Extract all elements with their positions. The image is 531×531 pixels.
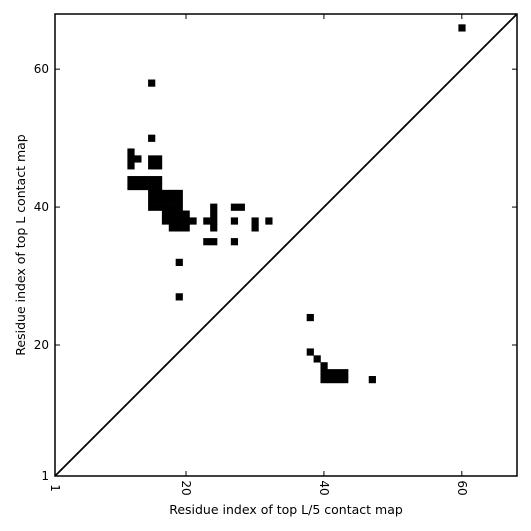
contact-cell (168, 224, 176, 232)
contact-cell (237, 203, 245, 211)
contact-cell (251, 217, 259, 225)
contact-cell (327, 376, 335, 384)
y-axis-label: Residue index of top L contact map (13, 134, 28, 355)
contact-cell (161, 203, 170, 211)
contact-cell (210, 217, 218, 225)
contact-cell (154, 155, 163, 163)
contact-cell (154, 189, 163, 198)
contact-cell (141, 176, 149, 184)
contact-cell (127, 155, 135, 163)
contact-cell (168, 203, 176, 211)
contact-cell (334, 376, 342, 384)
contact-cell (161, 189, 170, 198)
x-tick-label: 20 (179, 480, 193, 495)
contact-cell (306, 313, 314, 322)
x-axis-label: Residue index of top L/5 contact map (169, 502, 403, 517)
contact-cell (168, 210, 176, 218)
contact-cell (306, 348, 314, 356)
y-tick-label: 20 (34, 338, 49, 352)
contact-cell (175, 196, 183, 204)
contact-cell (148, 155, 156, 163)
contact-cell (148, 196, 156, 204)
contact-cell (161, 217, 170, 225)
contact-cell (175, 224, 183, 232)
contact-cell (175, 293, 183, 301)
contact-cell (210, 203, 218, 211)
contact-cell (134, 176, 142, 184)
contact-cell (127, 162, 135, 170)
contact-cell (265, 217, 273, 225)
contact-cell (327, 369, 335, 377)
contact-cell (210, 224, 218, 232)
contact-cell (134, 155, 142, 163)
contact-cells (127, 24, 466, 384)
contact-cell (251, 224, 259, 232)
contact-cell (154, 162, 163, 170)
contact-cell (148, 203, 156, 211)
contact-cell (210, 238, 218, 246)
contact-cell (182, 210, 190, 218)
contact-cell (182, 224, 190, 232)
contact-cell (154, 196, 163, 204)
contact-cell (168, 217, 176, 225)
contact-cell (334, 369, 342, 377)
contact-cell (148, 176, 156, 184)
contact-cell (148, 79, 156, 87)
contact-cell (168, 196, 176, 204)
contact-cell (175, 189, 183, 198)
contact-cell (313, 355, 321, 363)
contact-cell (189, 217, 197, 225)
contact-cell (127, 148, 135, 156)
contact-cell (148, 162, 156, 170)
y-tick-label: 60 (34, 62, 49, 76)
contact-cell (127, 182, 135, 191)
contact-cell (341, 376, 349, 384)
contact-cell (175, 203, 183, 211)
contact-cell (134, 182, 142, 191)
contact-cell (458, 24, 466, 32)
x-tick-label: 60 (455, 480, 469, 495)
contact-cell (127, 176, 135, 184)
contact-cell (175, 210, 183, 218)
contact-cell (154, 203, 163, 211)
contact-cell (154, 176, 163, 184)
contact-cell (161, 210, 170, 218)
contact-cell (175, 258, 183, 266)
contact-cell (154, 182, 163, 191)
contact-cell (230, 217, 239, 225)
contact-cell (320, 362, 328, 370)
axis-ticks: 1 20 40 60 1 20 40 60 (34, 14, 517, 496)
contact-cell (182, 217, 190, 225)
contact-cell (368, 376, 376, 384)
contact-cell (175, 217, 183, 225)
contact-cell (148, 134, 156, 142)
contact-cell (141, 182, 149, 191)
diagonal-line (54, 13, 518, 477)
contact-cell (203, 217, 211, 225)
plot-frame (54, 13, 518, 477)
contact-cell (320, 369, 328, 377)
contact-cell (148, 182, 156, 191)
contact-cell (230, 203, 239, 211)
contact-cell (210, 210, 218, 218)
y-tick-label: 40 (34, 200, 49, 214)
x-tick-label: 1 (48, 484, 62, 492)
y-tick-label: 1 (41, 469, 49, 483)
contact-cell (168, 189, 176, 198)
contact-cell (230, 238, 239, 246)
contact-cell (341, 369, 349, 377)
contact-cell (148, 189, 156, 198)
contact-cell (320, 376, 328, 384)
contact-cell (203, 238, 211, 246)
contact-cell (161, 196, 170, 204)
x-tick-label: 40 (317, 480, 331, 495)
